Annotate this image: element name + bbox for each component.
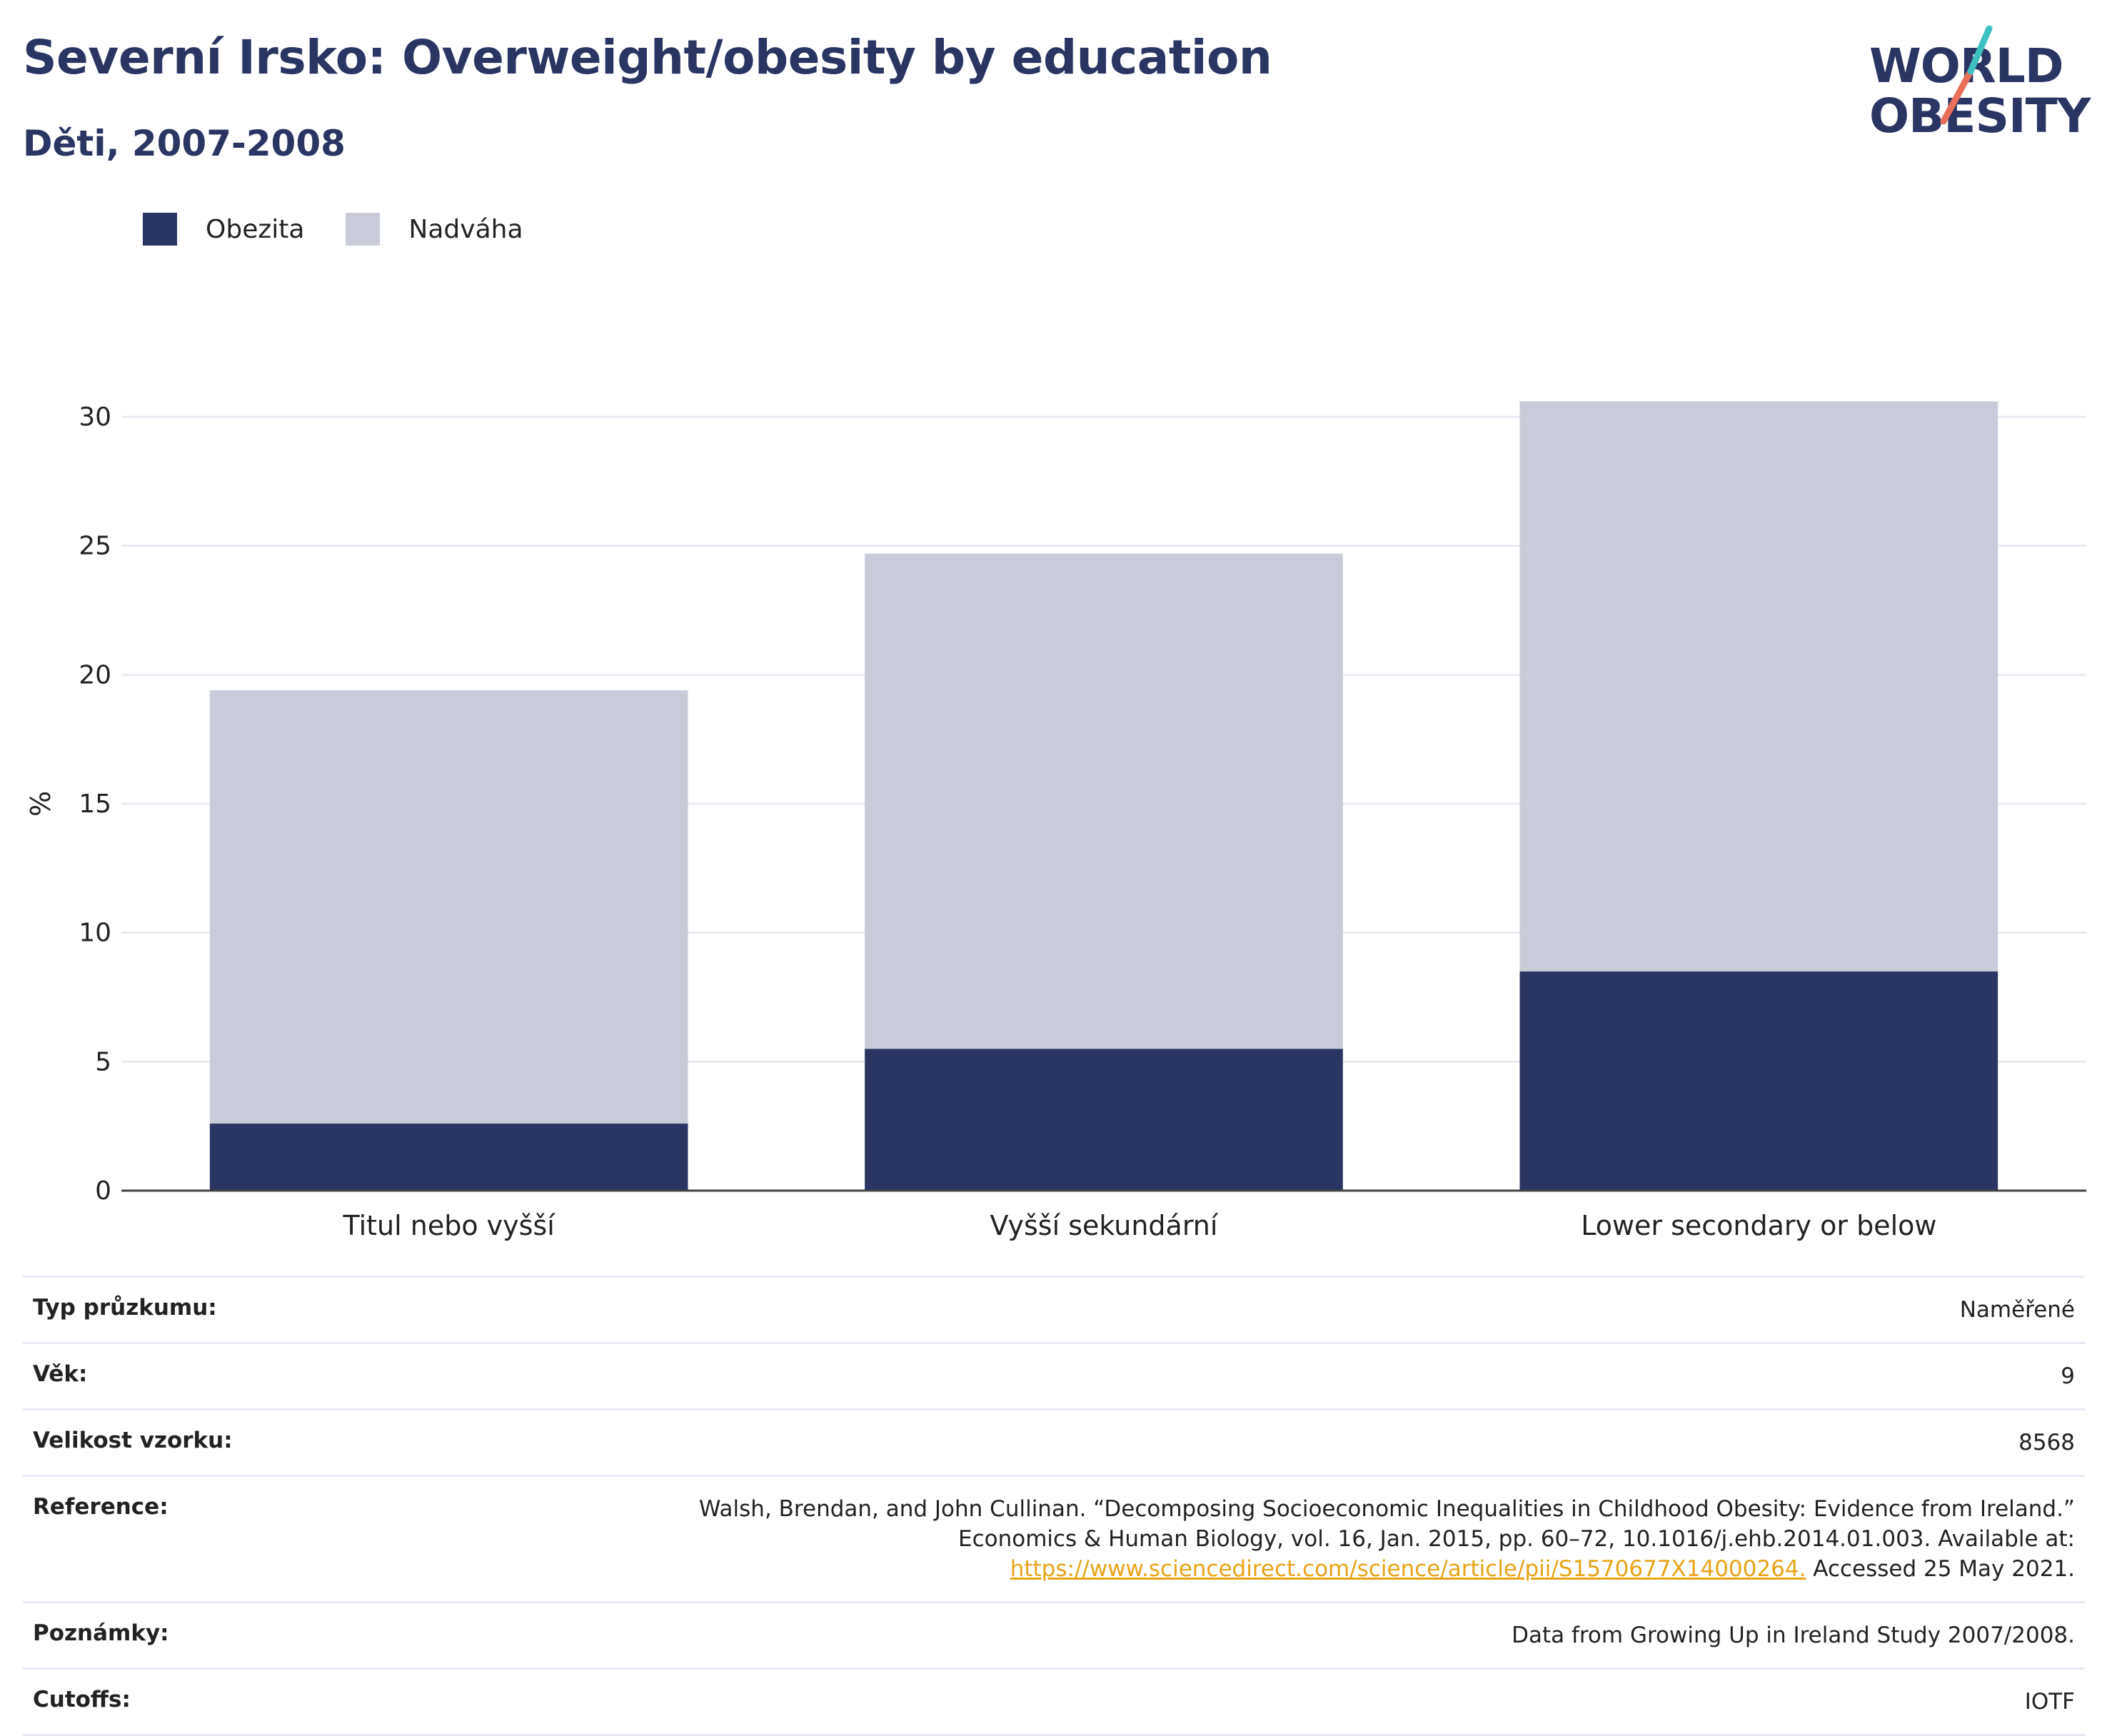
world-obesity-logo: WORLD OBESITY: [1856, 21, 2099, 150]
reference-text: Walsh, Brendan, and John Cullinan. “Deco…: [698, 1496, 2075, 1552]
x-tick-label: Lower secondary or below: [1581, 1210, 1936, 1241]
bar-obezita: [865, 1049, 1343, 1191]
meta-value: 8568: [2018, 1430, 2075, 1455]
meta-row-cutoffs: Cutoffs: IOTF: [23, 1667, 2085, 1736]
y-tick-label: 5: [95, 1047, 111, 1076]
meta-value: 9: [2061, 1363, 2075, 1389]
reference-value: Walsh, Brendan, and John Cullinan. “Deco…: [575, 1494, 2075, 1584]
x-tick-label: Vyšší sekundární: [990, 1210, 1219, 1241]
meta-label: Cutoffs:: [33, 1687, 131, 1712]
legend-item-obezita[interactable]: Obezita: [143, 213, 304, 246]
reference-link[interactable]: https://www.sciencedirect.com/science/ar…: [1010, 1556, 1806, 1582]
bar-nadvaha: [1519, 401, 1998, 972]
meta-value: Data from Growing Up in Ireland Study 20…: [1512, 1623, 2075, 1648]
logo-slash-icon: [1940, 25, 1993, 125]
y-tick-label: 15: [79, 789, 111, 819]
meta-row-reference: Reference: Walsh, Brendan, and John Cull…: [23, 1475, 2085, 1601]
bar-obezita: [1519, 971, 1998, 1191]
legend-swatch-obezita: [143, 213, 177, 246]
legend-item-nadvaha[interactable]: Nadváha: [346, 213, 523, 246]
bar-chart: 0 5 10 15 20 25 30% Titul nebo vyšší Vyšší sekun…: [25, 401, 2086, 1241]
y-tick-label: 0: [95, 1176, 111, 1206]
y-tick-label: 10: [79, 919, 111, 948]
metadata-table: Typ průzkumu: Naměřené Věk: 9 Velikost v…: [23, 1276, 2085, 1736]
meta-row-notes: Poznámky: Data from Growing Up in Irelan…: [23, 1601, 2085, 1667]
y-tick-label: 25: [79, 532, 111, 561]
bar-nadvaha: [865, 553, 1343, 1049]
meta-label: Věk:: [33, 1361, 88, 1387]
meta-row-sample-size: Velikost vzorku: 8568: [23, 1408, 2085, 1475]
chart-legend: Obezita Nadváha: [143, 213, 565, 246]
meta-label: Reference:: [33, 1494, 169, 1520]
meta-label: Velikost vzorku:: [33, 1428, 233, 1453]
meta-row-survey-type: Typ průzkumu: Naměřené: [23, 1276, 2085, 1342]
y-tick-label: 30: [79, 403, 111, 432]
y-tick-label: 20: [79, 660, 111, 690]
meta-label: Typ průzkumu:: [33, 1295, 217, 1321]
meta-value: IOTF: [2024, 1689, 2075, 1715]
meta-row-age: Věk: 9: [23, 1342, 2085, 1408]
meta-value: Naměřené: [1959, 1297, 2075, 1323]
legend-label-obezita: Obezita: [206, 214, 305, 244]
legend-swatch-nadvaha: [346, 213, 381, 246]
meta-label: Poznámky:: [33, 1620, 169, 1646]
chart-title: Severní Irsko: Overweight/obesity by edu…: [23, 30, 1272, 85]
bar-nadvaha: [209, 690, 688, 1124]
y-axis-title: %: [25, 791, 56, 817]
bar-obezita: [209, 1124, 688, 1191]
legend-label-nadvaha: Nadváha: [408, 214, 523, 244]
reference-accessed: Accessed 25 May 2021.: [1813, 1556, 2075, 1582]
chart-subtitle: Děti, 2007-2008: [23, 123, 346, 164]
logo-line-2: OBESITY: [1869, 89, 2091, 143]
x-tick-label: Titul nebo vyšší: [343, 1210, 556, 1241]
